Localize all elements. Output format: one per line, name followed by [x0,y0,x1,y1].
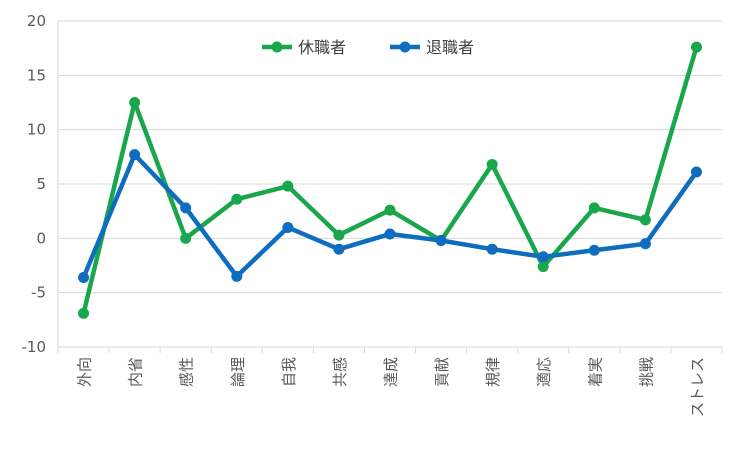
x-tick-label: 感性 [178,357,196,387]
series-group [78,41,702,319]
x-tick-label: 外向 [76,357,94,387]
data-point [384,204,396,216]
y-tick-label: 20 [27,12,46,30]
x-tick-label: 共感 [331,357,349,387]
data-point [639,238,651,250]
y-tick-label: 10 [27,121,46,139]
y-tick-label: 15 [27,66,46,84]
data-point [690,166,702,178]
data-point [486,243,498,255]
series-2 [78,149,702,283]
y-tick-label: -5 [31,284,46,302]
legend-label: 退職者 [426,38,474,57]
legend: 休職者 退職者 [262,38,474,57]
gridlines [58,20,722,348]
data-point [588,244,600,256]
data-point [639,214,651,226]
data-point [282,180,294,192]
x-tick-label: 論理 [229,357,247,387]
data-point [333,229,345,241]
data-point [537,261,549,273]
data-point [180,202,192,214]
data-point [129,149,141,161]
data-point [231,193,243,205]
y-axis: -10 -5 0 5 10 15 20 [22,12,59,356]
legend-item: 休職者 [262,38,346,57]
x-tick-label: 自我 [280,357,298,387]
data-point [690,41,702,53]
y-tick-label: 5 [36,175,46,193]
data-point [588,202,600,214]
y-tick-label: 0 [36,229,46,247]
data-point [129,97,141,108]
data-point [486,158,498,170]
x-tick-label: 貢献 [433,357,451,387]
series-line [81,44,699,316]
x-axis: 外向 内省 感性 論理 自我 共感 達成 貢献 規律 適応 着実 挑戦 ストレス [57,347,723,417]
data-point [384,228,396,240]
data-point [78,307,90,319]
x-tick-label: 着実 [586,357,604,387]
x-tick-label: 達成 [382,357,400,387]
data-point [333,243,345,255]
legend-item: 退職者 [390,38,474,57]
x-tick-label: 挑戦 [637,357,655,387]
legend-swatch-marker [399,41,411,53]
data-point [435,235,447,247]
data-point [282,221,294,233]
data-point [180,232,192,244]
x-tick-label: 内省 [127,357,145,387]
x-tick-label: ストレス [688,357,706,417]
x-tick-label: 規律 [484,357,502,387]
x-tick-label: 適応 [535,357,553,387]
series-1 [78,41,702,319]
data-point [78,271,90,283]
legend-swatch-marker [271,41,283,53]
legend-label: 休職者 [298,38,346,57]
data-point [231,270,243,282]
y-tick-label: -10 [22,338,47,356]
data-point [537,251,549,263]
